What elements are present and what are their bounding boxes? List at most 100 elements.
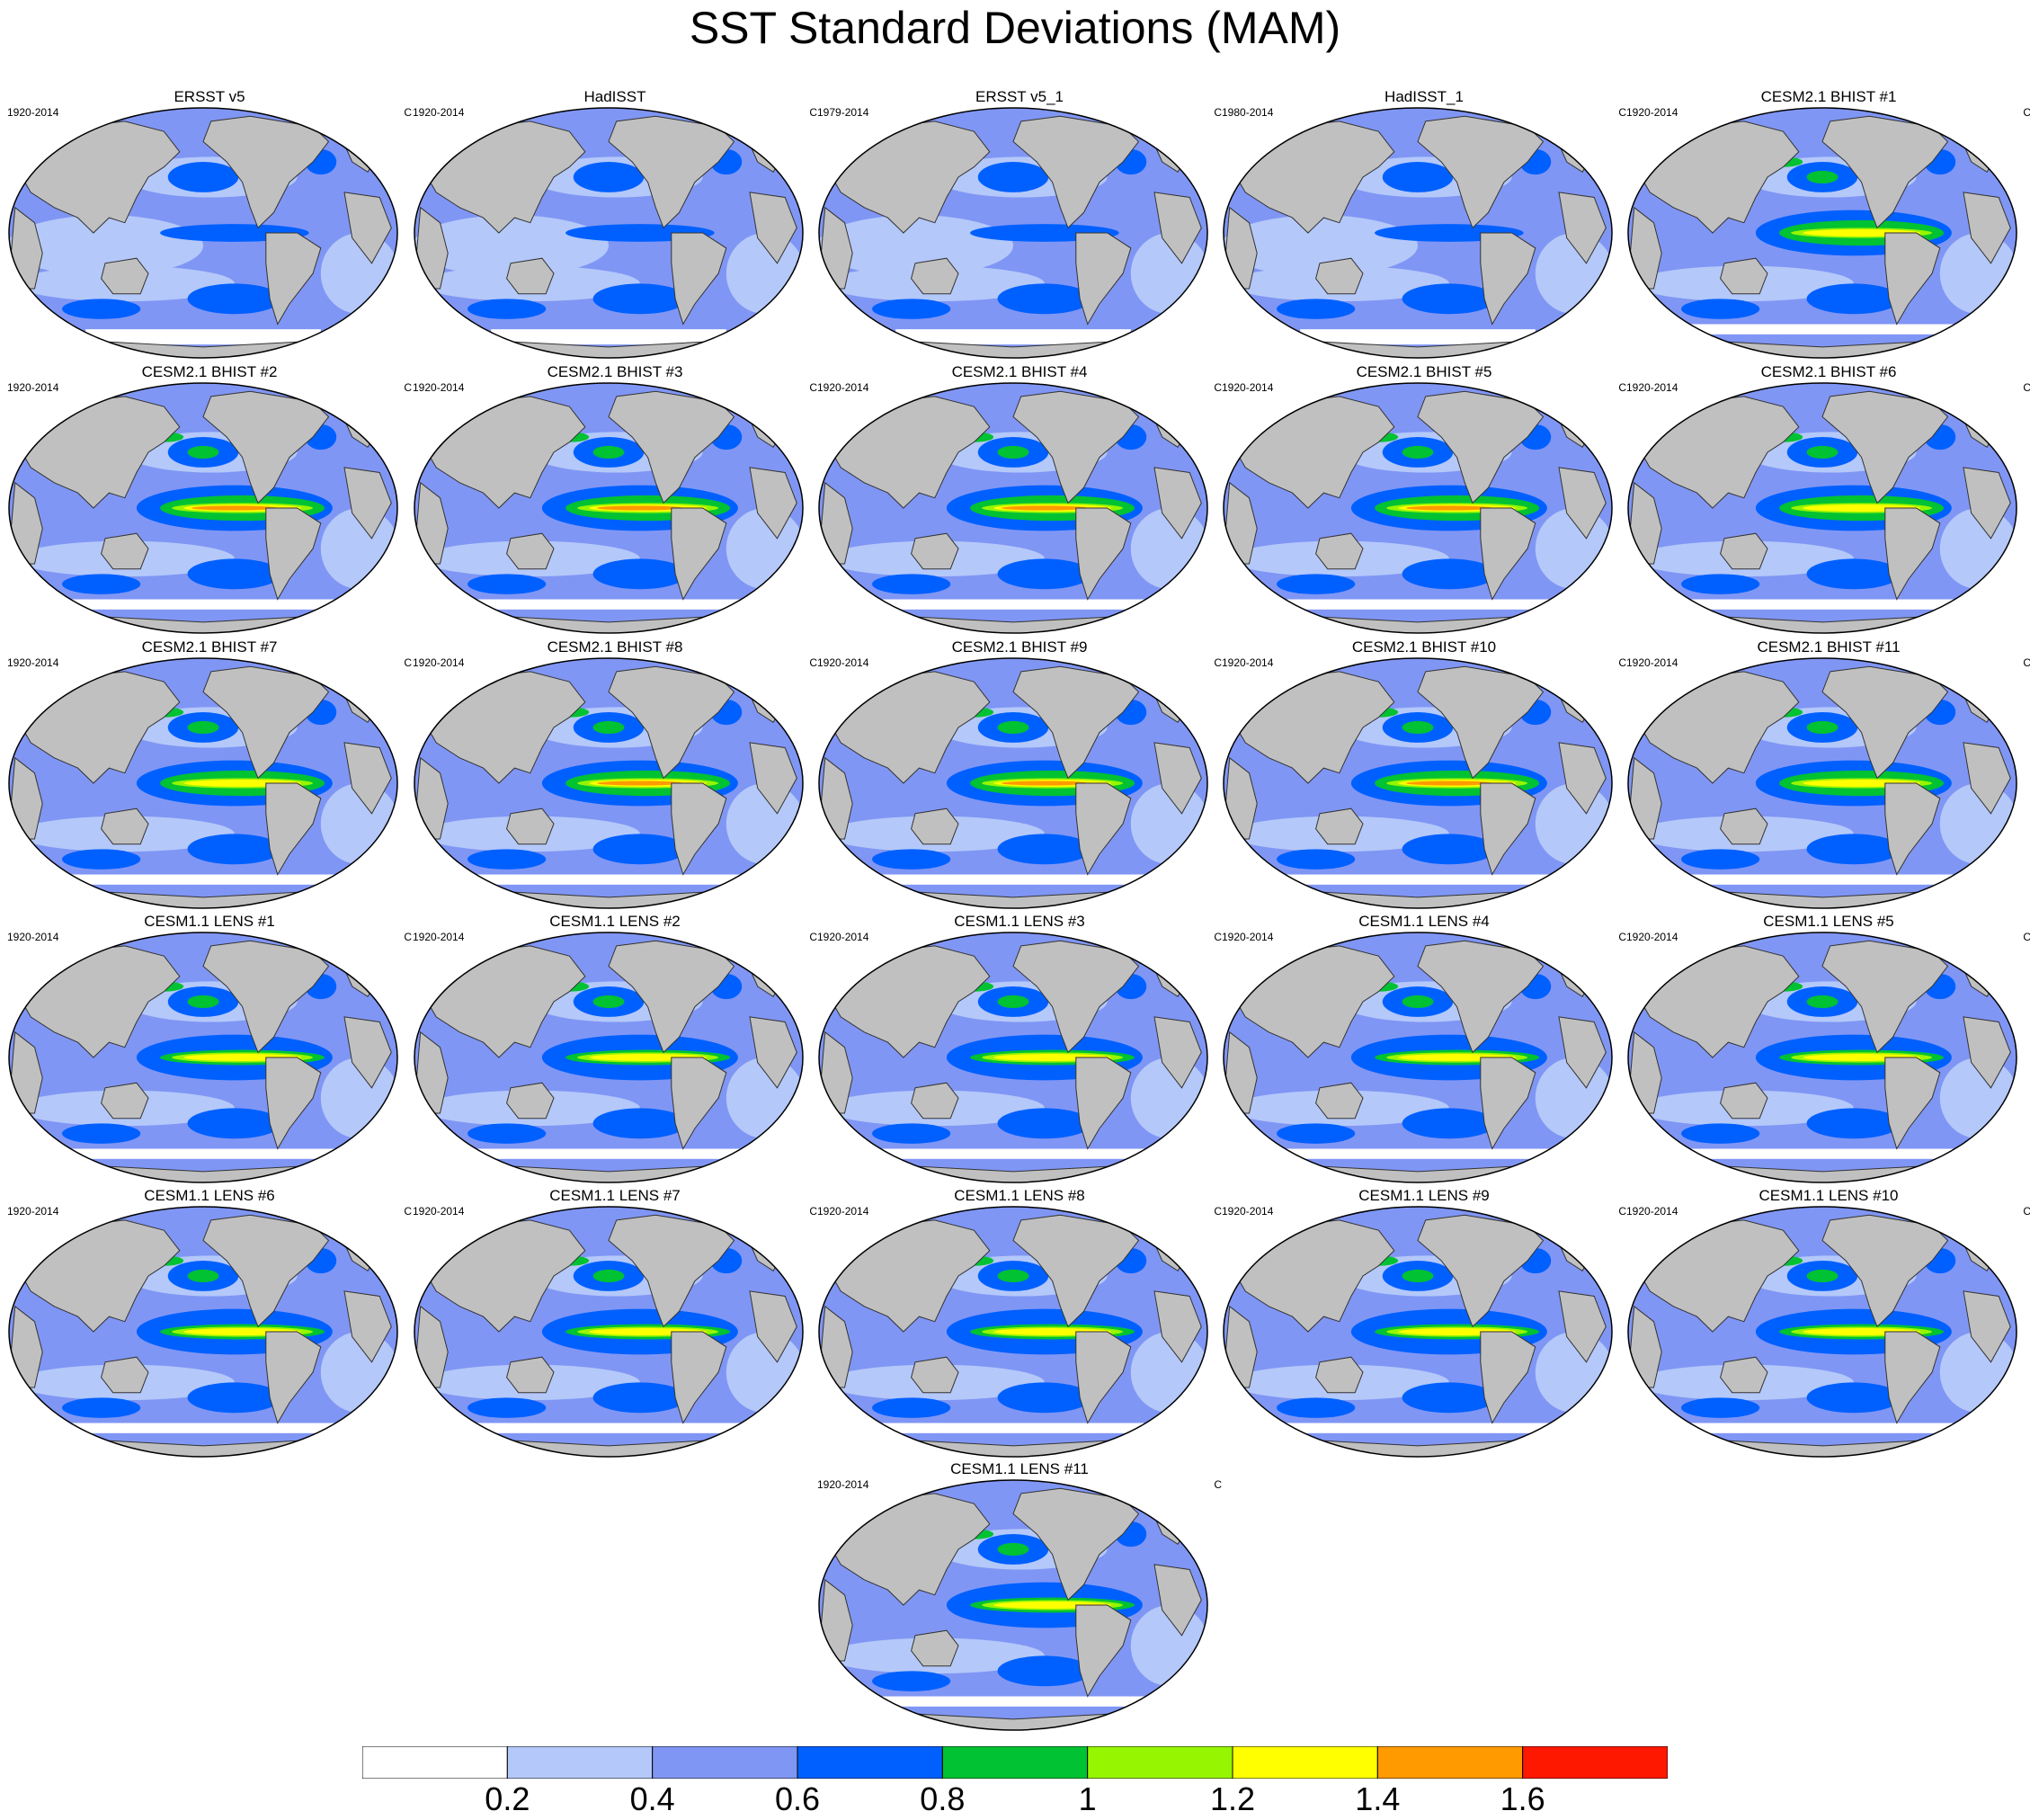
map-outline: [818, 382, 1208, 634]
north-pacific-peak: [997, 720, 1029, 735]
enso-peak: [596, 781, 683, 786]
panel-units: C: [1618, 931, 1626, 943]
map-outline: [414, 657, 804, 909]
land-samerica: [671, 1057, 727, 1150]
ice-region: [1280, 599, 1555, 610]
panel-units: C: [2023, 656, 2030, 669]
map-outline: [414, 1206, 804, 1458]
land-samerica: [1480, 782, 1536, 876]
panel-units: C: [1214, 656, 1222, 669]
enso-peak: [596, 505, 683, 511]
land-africa2: [1153, 1016, 1202, 1089]
map-outline: [414, 107, 804, 359]
high-variance-region: [592, 834, 688, 865]
ice-region: [1280, 1423, 1555, 1433]
north-pacific-peak: [1402, 720, 1434, 735]
land-samerica: [1884, 507, 1941, 601]
high-variance-region: [1277, 849, 1356, 870]
high-variance-region: [467, 574, 547, 594]
high-variance-region: [1402, 558, 1497, 590]
high-variance-region: [62, 1397, 141, 1418]
map-plot: [1627, 1206, 2017, 1458]
panel-units: C: [809, 381, 817, 394]
high-variance-region: [467, 1397, 547, 1418]
colorbar: [362, 1746, 1668, 1779]
land-samerica: [1884, 1331, 1941, 1424]
map-panel: CESM2.1 BHIST #4 1920-2014 C: [817, 363, 1222, 634]
panel-units: C: [1214, 1478, 1222, 1491]
map-panel: CESM1.1 LENS #3 1920-2014 C: [817, 913, 1222, 1183]
map-panel: CESM1.1 LENS #5 1920-2014 C: [1626, 913, 2030, 1183]
colorbar-tick-label: 0.6: [774, 1780, 821, 1817]
panel-units: C: [404, 1205, 412, 1218]
panel-title: CESM1.1 LENS #7: [549, 1187, 681, 1204]
map-panel: CESM2.1 BHIST #3 1920-2014 C: [413, 363, 817, 634]
colorbar-tick-label: 0.4: [629, 1780, 675, 1817]
high-variance-region: [187, 1108, 282, 1139]
ice-region: [66, 1148, 341, 1159]
map-outline: [1627, 382, 2017, 634]
land-samerica: [1075, 1331, 1132, 1424]
north-pacific-peak: [187, 720, 219, 735]
map-outline: [1223, 107, 1613, 359]
panel-period: 1920-2014: [817, 931, 869, 943]
map-panel: CESM2.1 BHIST #1 1920-2014 C: [1626, 88, 2030, 359]
ice-region: [876, 1423, 1151, 1433]
map-panel: CESM1.1 LENS #10 1920-2014 C: [1626, 1187, 2030, 1458]
north-pacific-peak: [187, 995, 219, 1009]
panel-units: C: [2023, 931, 2030, 943]
panel-title: CESM2.1 BHIST #8: [547, 638, 683, 656]
panel-title: CESM1.1 LENS #4: [1358, 913, 1490, 930]
north-pacific-peak: [997, 995, 1029, 1009]
high-variance-region: [467, 849, 547, 870]
panel-units: C: [404, 381, 412, 394]
panel-title: CESM1.1 LENS #1: [144, 913, 275, 930]
panel-title: CESM1.1 LENS #3: [954, 913, 1085, 930]
map-outline: [818, 657, 1208, 909]
north-pacific-region: [1382, 162, 1454, 192]
map-outline: [1223, 932, 1613, 1183]
panel-title: CESM1.1 LENS #6: [144, 1187, 275, 1204]
map-plot: [8, 107, 398, 359]
panel-period: 1920-2014: [1222, 381, 1274, 394]
enso-peak: [1405, 505, 1492, 511]
land-africa2: [749, 1016, 797, 1089]
land-africa2: [1963, 1016, 2011, 1089]
colorbar-tick-label: 1.2: [1209, 1780, 1256, 1817]
land-australia: [101, 257, 149, 295]
north-pacific-peak: [1806, 1269, 1839, 1283]
map-panel: CESM2.1 BHIST #2 1920-2014 C: [7, 363, 412, 634]
high-variance-region: [872, 1123, 951, 1144]
panel-title: CESM2.1 BHIST #1: [1760, 88, 1897, 105]
ice-region: [471, 1423, 746, 1433]
panel-period: 1979-2014: [817, 106, 869, 119]
panel-period: 1920-2014: [1222, 656, 1274, 669]
high-variance-region: [872, 1671, 951, 1691]
high-variance-region: [1681, 574, 1760, 594]
high-variance-region: [1806, 1382, 1901, 1414]
ice-region: [876, 874, 1151, 885]
map-outline: [818, 1479, 1208, 1731]
enso-peak: [1405, 781, 1492, 786]
ice-region: [471, 1148, 746, 1159]
panel-title: CESM1.1 LENS #5: [1763, 913, 1894, 930]
low-variance-band: [1224, 215, 1418, 276]
ice-region: [85, 329, 321, 345]
panel-units: C: [1214, 931, 1222, 943]
panel-period: 1920-2014: [1222, 1205, 1274, 1218]
map-panel: CESM1.1 LENS #11 1920-2014 C: [817, 1460, 1222, 1731]
high-variance-region: [997, 1655, 1092, 1687]
high-variance-region: [592, 1108, 688, 1139]
north-pacific-peak: [997, 1269, 1029, 1283]
panel-period: 1920-2014: [7, 931, 59, 943]
map-outline: [1627, 932, 2017, 1183]
colorbar-tick-label: 1: [1078, 1780, 1097, 1817]
ice-region: [876, 599, 1151, 610]
land-africa2: [343, 1290, 392, 1363]
land-samerica: [1075, 1604, 1132, 1698]
panel-units: C: [1214, 381, 1222, 394]
map-plot: [1223, 657, 1613, 909]
map-panel: ERSST v5 1920-2014 C: [7, 88, 412, 359]
north-pacific-peak: [187, 445, 219, 459]
ice-region: [491, 329, 726, 345]
